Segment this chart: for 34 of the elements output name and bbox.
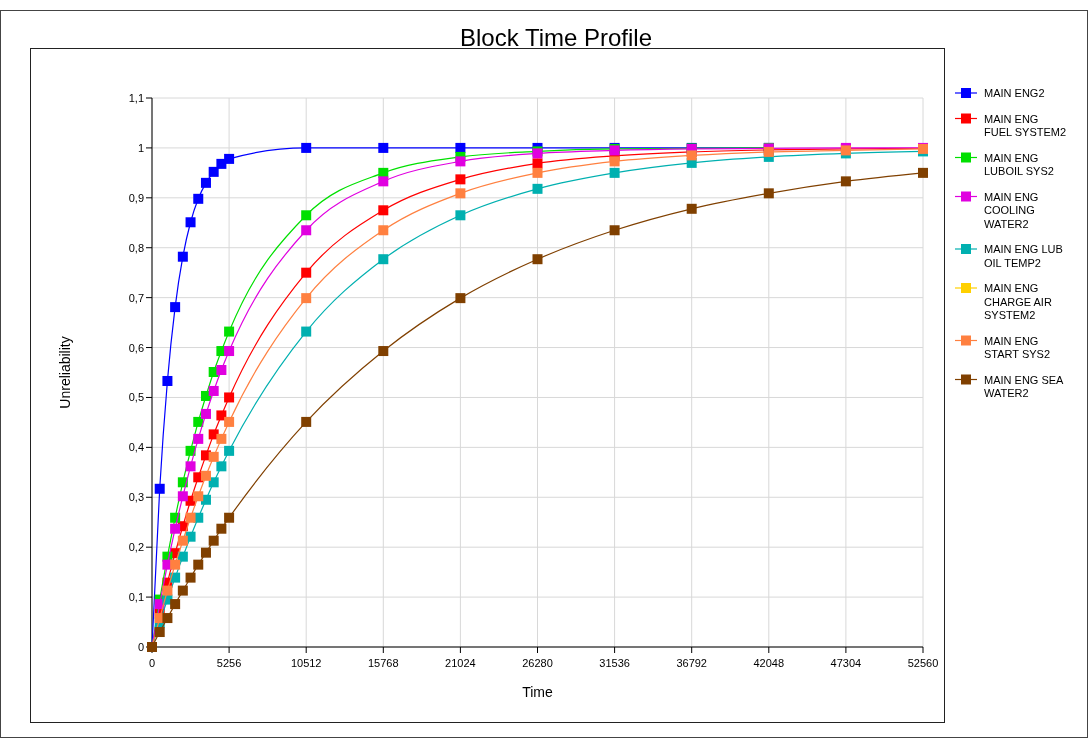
y-tick-label: 0,2: [128, 541, 144, 554]
y-tick-label: 0: [137, 641, 144, 653]
x-tick-label: 10512: [290, 657, 322, 669]
x-tick-label: 42048: [753, 657, 785, 669]
y-tick-label: 1: [137, 141, 144, 154]
legend-label: MAIN ENG START SYS2: [984, 334, 1051, 360]
legend-label: MAIN ENG LUBOIL SYS2: [984, 151, 1054, 177]
legend-label: MAIN ENG SEA WATER2: [984, 373, 1065, 399]
x-tick-label: 26280: [522, 657, 553, 669]
y-tick-label: 0,9: [128, 191, 144, 204]
x-axis-title: Time: [522, 684, 554, 700]
x-tick-label: 52560: [907, 657, 939, 669]
x-tick-label: 47304: [830, 657, 862, 669]
legend-label: MAIN ENG2: [984, 87, 1045, 99]
legend-label: MAIN ENG COOLING WATER2: [984, 190, 1039, 230]
x-tick-label: 36792: [676, 657, 707, 669]
y-tick-label: 0,8: [128, 241, 144, 254]
y-tick-label: 0,6: [128, 341, 144, 354]
x-tick-label: 0: [148, 657, 156, 669]
y-tick-label: 1,1: [128, 92, 144, 104]
y-tick-label: 0,4: [128, 441, 144, 454]
y-tick-label: 0,1: [128, 591, 144, 604]
y-tick-label: 0,7: [128, 291, 144, 304]
y-tick-label: 0,5: [128, 391, 144, 404]
legend-label: MAIN ENG CHARGE AIR SYSTEM2: [984, 282, 1052, 321]
x-tick-label: 31536: [599, 657, 630, 669]
chart-title: Block Time Profile: [459, 24, 653, 51]
x-tick-label: 15768: [368, 657, 399, 669]
x-tick-label: 5256: [216, 657, 242, 669]
x-tick-label: 21024: [445, 657, 476, 669]
legend-label: MAIN ENG LUB OIL TEMP2: [984, 243, 1063, 269]
legend-label: MAIN ENG FUEL SYSTEM2: [984, 112, 1067, 138]
y-axis-title: Unreliability: [57, 336, 73, 409]
y-tick-label: 0,3: [128, 491, 144, 504]
